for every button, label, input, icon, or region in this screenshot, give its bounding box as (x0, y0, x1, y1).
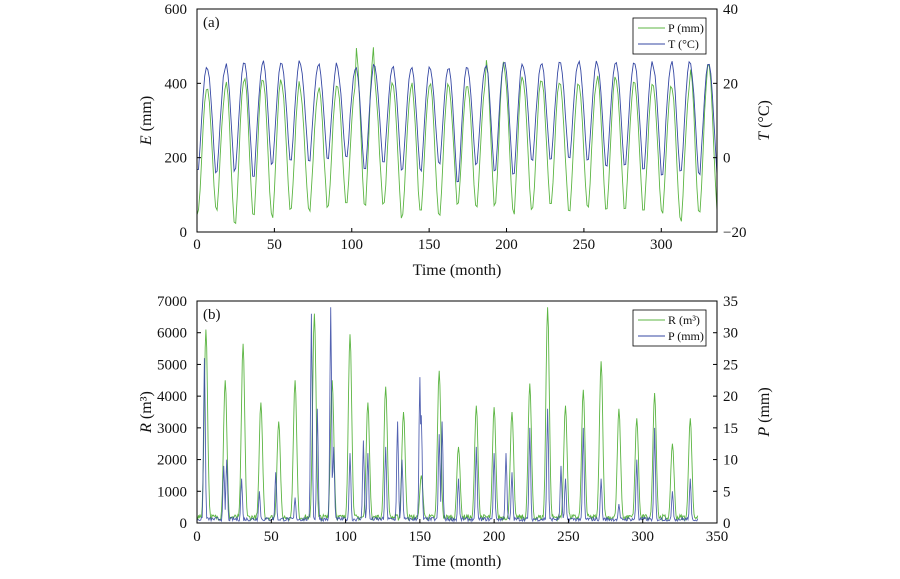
y-left-tick-label: 1000 (157, 484, 187, 500)
series-line-r-m- (197, 307, 699, 522)
legend-box (632, 17, 707, 55)
x-tick-label: 100 (341, 237, 364, 253)
y-left-axis-label: R (m³) (138, 391, 155, 434)
y-right-tick-label: 10 (723, 453, 738, 469)
x-tick-label: 200 (483, 529, 506, 545)
x-tick-label: 350 (706, 529, 729, 545)
plot-frame (196, 300, 718, 524)
y-right-axis-label: P (mm) (756, 387, 773, 437)
y-right-tick-label: 5 (723, 484, 731, 500)
x-axis-label: Time (month) (413, 262, 502, 279)
x-tick-label: 200 (495, 237, 518, 253)
plot-frame (196, 8, 718, 233)
x-tick-label: 0 (193, 237, 201, 253)
y-right-tick-label: 25 (723, 357, 738, 373)
x-tick-label: 300 (631, 529, 654, 545)
series-line-t-c- (197, 59, 717, 183)
y-left-tick-label: 7000 (157, 294, 187, 310)
x-tick-label: 100 (334, 529, 357, 545)
y-left-tick-label: 600 (165, 2, 188, 18)
legend-label: P (mm) (668, 329, 704, 343)
legend-label: P (mm) (668, 21, 704, 35)
legend-label: R (m³) (668, 313, 700, 327)
x-tick-label: 150 (409, 529, 432, 545)
y-left-tick-label: 5000 (157, 357, 187, 373)
y-right-tick-label: 0 (723, 151, 731, 167)
y-left-axis-label: E (mm) (138, 96, 155, 146)
y-left-tick-label: 400 (165, 76, 188, 92)
legend-label: T (°C) (668, 37, 699, 51)
y-left-tick-label: 3000 (157, 421, 187, 437)
x-tick-label: 300 (650, 237, 673, 253)
legend: R (m³) P (mm) (632, 309, 707, 347)
x-tick-label: 50 (264, 529, 279, 545)
y-left-tick-label: 0 (180, 225, 188, 241)
y-right-tick-label: 0 (723, 516, 731, 532)
y-right-tick-label: 35 (723, 294, 738, 310)
y-right-tick-label: −20 (723, 225, 746, 241)
y-right-tick-label: 20 (723, 389, 738, 405)
y-right-axis-label: T (°C) (756, 100, 773, 141)
legend-box (632, 309, 707, 347)
series-line-p-mm- (197, 47, 717, 225)
series-line-p-mm- (197, 307, 699, 523)
y-right-tick-label: 40 (723, 2, 738, 18)
y-left-tick-label: 4000 (157, 389, 187, 405)
y-right-tick-label: 30 (723, 326, 738, 342)
panel-b: 0 50 100 150 200 250 300 3500100020003000400050… (138, 294, 773, 570)
y-left-tick-label: 200 (165, 151, 188, 167)
y-left-tick-label: 2000 (157, 453, 187, 469)
panel-label: (a) (203, 15, 220, 31)
legend: P (mm) T (°C) (632, 17, 707, 55)
x-tick-label: 0 (193, 529, 201, 545)
x-tick-label: 50 (267, 237, 282, 253)
panel-label: (b) (203, 307, 221, 323)
y-right-tick-label: 20 (723, 76, 738, 92)
x-tick-label: 150 (418, 237, 441, 253)
x-tick-label: 250 (557, 529, 580, 545)
x-tick-label: 250 (573, 237, 596, 253)
y-left-tick-label: 6000 (157, 326, 187, 342)
panel-a: 0 50 100 150 200 250 300 0 200 400 600 −20 0 20 40 Time… (138, 2, 773, 279)
y-left-tick-label: 0 (180, 516, 188, 532)
x-axis-label: Time (month) (413, 553, 502, 570)
y-right-tick-label: 15 (723, 421, 738, 437)
